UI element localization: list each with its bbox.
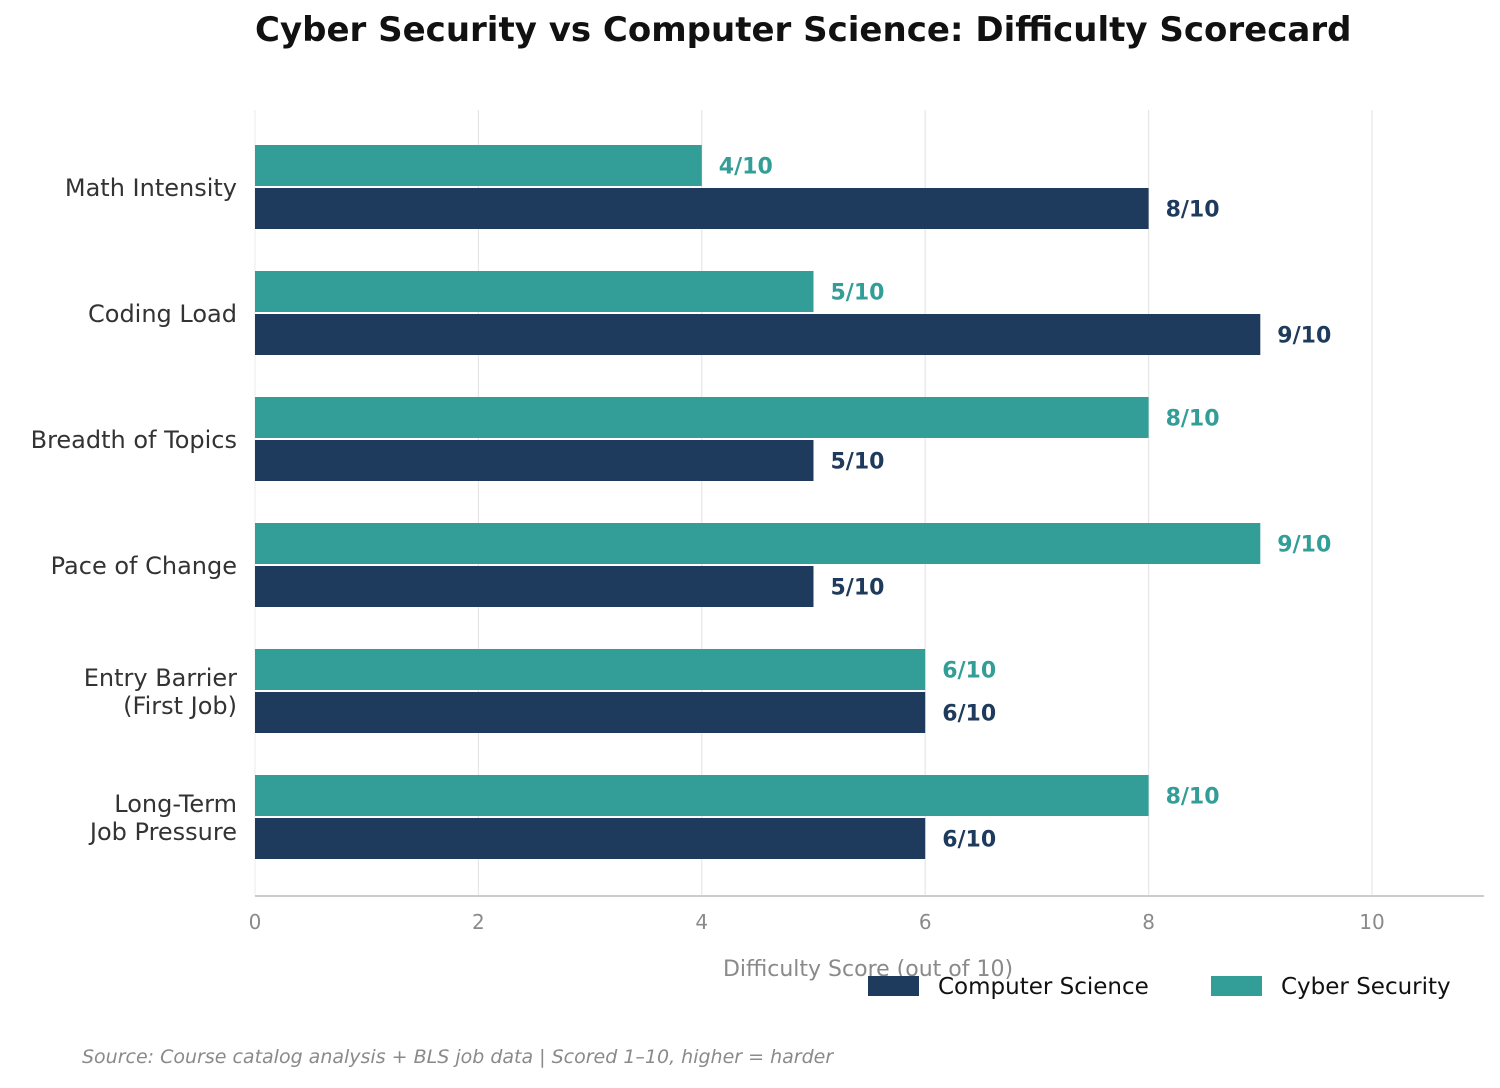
value-label-computer-science-4: 6/10 [942,702,996,727]
value-label-computer-science-0: 8/10 [1166,198,1220,223]
x-tick-label-6: 6 [919,910,932,934]
bar-cyber-security-4 [255,649,926,690]
value-label-computer-science-5: 6/10 [942,828,996,853]
bar-cyber-security-1 [255,271,814,312]
legend: Computer Science Cyber Security [868,974,1451,1000]
bar-cyber-security-5 [255,775,1149,816]
bar-cyber-security-0 [255,145,702,186]
value-label-cyber-security-5: 8/10 [1166,785,1220,810]
bar-cyber-security-2 [255,397,1149,438]
category-label-5-line-1: Job Pressure [88,818,237,846]
bars [255,145,1261,859]
value-label-cyber-security-3: 9/10 [1277,533,1331,558]
legend-swatch-0 [868,976,919,996]
category-label-2: Breadth of Topics [31,426,237,454]
gridlines [254,110,1373,896]
bar-computer-science-0 [255,188,1149,229]
x-tick-label-10: 10 [1359,910,1384,934]
bar-computer-science-4 [255,692,926,733]
bar-computer-science-2 [255,440,814,481]
value-label-computer-science-2: 5/10 [831,450,885,475]
category-label-5-line-0: Long-Term [114,790,237,818]
value-label-cyber-security-0: 4/10 [719,155,773,180]
value-labels: 4/10 8/10 5/10 9/10 8/10 5/10 9/10 5/10 6/10 6/10… [719,155,1331,853]
category-label-4-line-0: Entry Barrier [84,664,237,692]
legend-swatch-1 [1211,976,1262,996]
value-label-cyber-security-4: 6/10 [942,659,996,684]
value-label-cyber-security-2: 8/10 [1166,407,1220,432]
bar-computer-science-3 [255,566,814,607]
legend-label-0: Computer Science [938,974,1149,1000]
category-labels: Math Intensity Coding Load Breadth of Topi… [31,174,238,846]
chart-title: Cyber Security vs Computer Science: Diff… [255,10,1352,50]
bar-cyber-security-3 [255,523,1261,564]
category-label-3: Pace of Change [51,552,237,580]
value-label-cyber-security-1: 5/10 [831,281,885,306]
x-tick-label-0: 0 [249,910,262,934]
x-tick-label-8: 8 [1142,910,1155,934]
category-label-0: Math Intensity [65,174,237,202]
value-label-computer-science-1: 9/10 [1277,324,1331,349]
x-tick-label-2: 2 [472,910,485,934]
source-note: Source: Course catalog analysis + BLS jo… [82,1046,834,1068]
value-label-computer-science-3: 5/10 [831,576,885,601]
bar-computer-science-5 [255,818,926,859]
bar-computer-science-1 [255,314,1261,355]
category-label-1: Coding Load [88,300,237,328]
x-tick-label-4: 4 [695,910,708,934]
category-label-4-line-1: (First Job) [123,692,237,720]
legend-label-1: Cyber Security [1281,974,1451,1000]
